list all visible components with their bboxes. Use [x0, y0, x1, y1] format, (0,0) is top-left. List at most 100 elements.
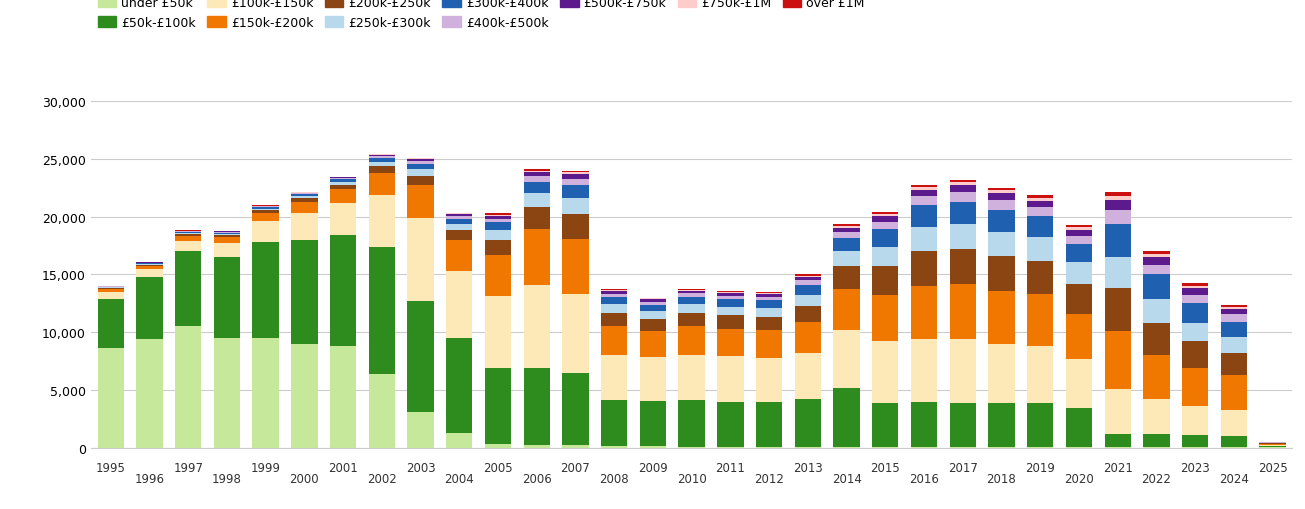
Bar — [523, 169, 549, 172]
Bar — [446, 433, 472, 448]
Bar — [988, 291, 1015, 344]
Text: 2024: 2024 — [1219, 472, 1249, 485]
Bar — [330, 179, 356, 180]
Bar — [1220, 307, 1248, 309]
Bar — [1066, 263, 1092, 284]
Bar — [718, 293, 744, 294]
Bar — [679, 447, 705, 448]
Bar — [795, 400, 821, 447]
Bar — [98, 289, 124, 292]
Bar — [330, 236, 356, 347]
Bar — [988, 257, 1015, 291]
Bar — [523, 183, 549, 194]
Text: 1996: 1996 — [134, 472, 164, 485]
Bar — [950, 186, 976, 193]
Bar — [795, 276, 821, 277]
Bar — [485, 444, 512, 448]
Bar — [446, 219, 472, 224]
Text: 2004: 2004 — [445, 472, 474, 485]
Bar — [562, 186, 589, 199]
Text: 2022: 2022 — [1142, 472, 1172, 485]
Bar — [756, 297, 782, 301]
Bar — [602, 297, 628, 304]
Bar — [1066, 225, 1092, 228]
Bar — [446, 213, 472, 214]
Bar — [795, 286, 821, 295]
Bar — [834, 252, 860, 267]
Bar — [1104, 193, 1131, 197]
Bar — [407, 218, 433, 301]
Bar — [872, 403, 898, 447]
Bar — [214, 238, 240, 244]
Bar — [988, 344, 1015, 403]
Bar — [911, 287, 937, 340]
Bar — [1066, 359, 1092, 409]
Text: 2003: 2003 — [406, 461, 436, 473]
Bar — [639, 302, 666, 305]
Bar — [214, 258, 240, 338]
Bar — [1220, 447, 1248, 448]
Bar — [1066, 447, 1092, 448]
Bar — [175, 233, 201, 234]
Bar — [950, 202, 976, 224]
Text: 1999: 1999 — [251, 461, 281, 473]
Bar — [911, 190, 937, 197]
Bar — [562, 239, 589, 295]
Text: 2001: 2001 — [329, 461, 358, 473]
Bar — [639, 312, 666, 319]
Bar — [1104, 447, 1131, 448]
Bar — [950, 183, 976, 186]
Bar — [1182, 323, 1208, 342]
Bar — [291, 195, 317, 197]
Bar — [407, 301, 433, 412]
Bar — [330, 182, 356, 185]
Bar — [214, 235, 240, 238]
Bar — [1259, 443, 1285, 444]
Bar — [756, 317, 782, 330]
Bar — [1066, 314, 1092, 359]
Text: 2009: 2009 — [638, 461, 668, 473]
Bar — [1066, 244, 1092, 263]
Bar — [523, 230, 549, 285]
Bar — [485, 216, 512, 219]
Bar — [98, 288, 124, 289]
Bar — [718, 316, 744, 329]
Bar — [718, 296, 744, 300]
Text: 1998: 1998 — [211, 472, 241, 485]
Bar — [562, 171, 589, 173]
Bar — [407, 176, 433, 186]
Bar — [214, 234, 240, 235]
Text: 2020: 2020 — [1064, 472, 1094, 485]
Bar — [407, 170, 433, 176]
Bar — [756, 301, 782, 308]
Bar — [485, 219, 512, 223]
Bar — [679, 294, 705, 297]
Bar — [562, 175, 589, 180]
Bar — [795, 277, 821, 281]
Bar — [988, 447, 1015, 448]
Bar — [136, 340, 163, 448]
Bar — [1104, 331, 1131, 389]
Bar — [795, 322, 821, 353]
Bar — [872, 342, 898, 403]
Bar — [795, 447, 821, 448]
Bar — [1027, 347, 1053, 403]
Bar — [911, 447, 937, 448]
Bar — [368, 167, 395, 174]
Text: 2005: 2005 — [483, 461, 513, 473]
Bar — [485, 369, 512, 444]
Bar — [330, 185, 356, 190]
Text: 2012: 2012 — [754, 472, 784, 485]
Bar — [1066, 409, 1092, 447]
Bar — [911, 197, 937, 206]
Text: 2018: 2018 — [987, 472, 1017, 485]
Text: 2011: 2011 — [715, 461, 745, 473]
Bar — [718, 357, 744, 402]
Bar — [407, 162, 433, 164]
Bar — [98, 292, 124, 299]
Bar — [911, 340, 937, 402]
Bar — [1143, 275, 1169, 299]
Bar — [795, 295, 821, 306]
Bar — [368, 156, 395, 157]
Text: 2000: 2000 — [290, 472, 320, 485]
